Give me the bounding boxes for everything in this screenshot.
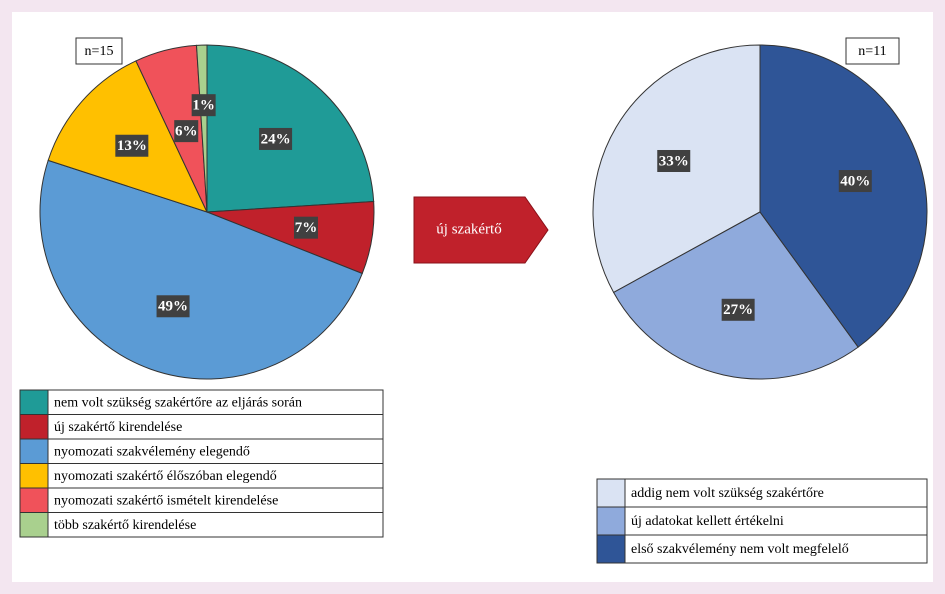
data-label: 6% [175,124,198,140]
legend-label: nyomozati szakértő élőszóban elegendő [54,469,277,484]
legend-label: új szakértő kirendelése [54,420,182,435]
label-box [156,295,190,318]
legend-label: nyomozati szakértő ismételt kirendelése [54,493,278,508]
label-box [191,94,216,117]
legend-swatch [19,463,49,489]
legend-row [596,478,928,508]
legend-row [19,438,384,464]
note-box [845,37,900,65]
label-box [721,298,755,321]
pie-slice [612,211,859,380]
data-label: 27% [723,302,753,318]
data-label: 40% [840,173,870,189]
note-text: n=11 [858,44,886,59]
legend-swatch [596,534,626,564]
pie-slice [759,44,928,348]
pie-slice [195,44,208,213]
legend-row [19,487,384,513]
legend-swatch [596,506,626,536]
label-box [657,149,691,172]
data-label: 7% [295,220,318,236]
label-box [838,170,872,193]
label-box [259,127,293,150]
legend-swatch [19,414,49,440]
legend-swatch [596,478,626,508]
data-label: 49% [158,299,188,315]
legend-label: első szakvélemény nem volt megfelelő [631,542,849,557]
label-box [293,216,318,239]
note-text: n=15 [85,44,114,59]
arrow-label: új szakértő [436,221,501,237]
data-label: 13% [117,138,147,154]
legend-label: addig nem volt szükség szakértőre [631,486,824,501]
legend-label: nyomozati szakvélemény elegendő [54,444,250,459]
data-label: 33% [659,153,689,169]
label-box [115,134,149,157]
data-label: 24% [261,131,291,147]
legend-swatch [19,438,49,464]
legend-label: nem volt szükség szakértőre az eljárás s… [54,395,302,410]
legend-swatch [19,487,49,513]
legend-row [19,512,384,538]
data-label: 1% [192,98,215,114]
legend-row [19,463,384,489]
note-box [75,37,123,65]
legend-swatch [19,389,49,415]
label-box [174,120,199,143]
pie-slice [39,159,363,380]
legend-label: új adatokat kellett értékelni [631,514,784,529]
legend-row [596,534,928,564]
legend-swatch [19,512,49,538]
legend-label: több szakértő kirendelése [54,518,196,533]
arrow [413,196,549,264]
